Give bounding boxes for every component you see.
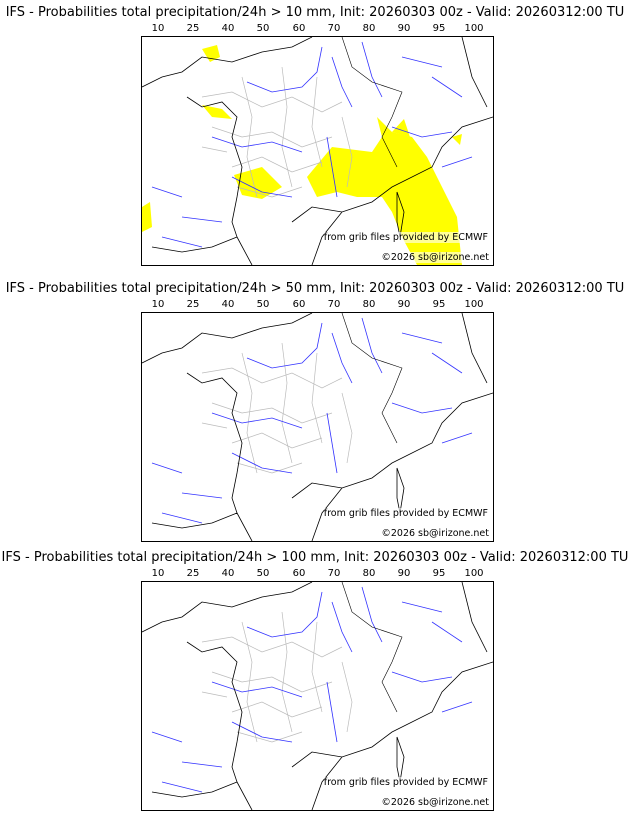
precip-area: [307, 117, 462, 265]
colorbar-tick-label: 80: [362, 23, 376, 34]
colorbar-tick-label: 25: [186, 568, 200, 579]
copyright-credit: ©2026 sb@irizone.net: [381, 252, 489, 263]
source-credit: from grib files provided by ECMWF: [323, 777, 488, 788]
rivers: [151, 41, 473, 248]
precip-area: [452, 134, 462, 145]
colorbar-tick-label: 90: [397, 23, 411, 34]
colorbar-tick-label: 70: [327, 568, 341, 579]
admin-borders: [201, 342, 353, 474]
colorbar-tick-label: 25: [186, 299, 200, 310]
colorbar-tick-label: 50: [256, 23, 270, 34]
precip-area: [202, 45, 220, 62]
colorbar-tick-label: 50: [256, 299, 270, 310]
precip-area: [234, 167, 282, 199]
probability-map: from grib files provided by ECMWF ©2026 …: [141, 36, 494, 266]
copyright-credit: ©2026 sb@irizone.net: [381, 797, 489, 808]
colorbar-tick-label: 90: [397, 568, 411, 579]
colorbar-tick-label: 70: [327, 299, 341, 310]
precip-area: [142, 202, 152, 232]
precip-area: [392, 119, 410, 137]
colorbar-ticks: 10 25 40 50 60 70 80 90 95 100: [152, 23, 484, 35]
colorbar-tick-label: 40: [221, 23, 235, 34]
precip-area: [202, 105, 232, 119]
colorbar-tick-label: 60: [292, 299, 306, 310]
admin-borders: [201, 66, 353, 198]
colorbar-tick-label: 25: [186, 23, 200, 34]
colorbar-ticks: 10 25 40 50 60 70 80 90 95 100: [152, 568, 484, 580]
colorbar-tick-label: 95: [432, 299, 446, 310]
colorbar-tick-label: 40: [221, 568, 235, 579]
copyright-credit: ©2026 sb@irizone.net: [381, 528, 489, 539]
forecast-panel: IFS - Probabilities total precipitation/…: [0, 5, 630, 275]
source-credit: from grib files provided by ECMWF: [323, 508, 488, 519]
colorbar-tick-label: 40: [221, 299, 235, 310]
admin-borders: [201, 611, 353, 743]
rivers: [151, 586, 473, 793]
panel-title: IFS - Probabilities total precipitation/…: [1, 550, 629, 565]
colorbar-tick-label: 70: [327, 23, 341, 34]
rivers: [151, 317, 473, 524]
colorbar-tick-label: 100: [464, 23, 484, 34]
probability-map: from grib files provided by ECMWF ©2026 …: [141, 312, 494, 542]
colorbar-tick-label: 100: [464, 568, 484, 579]
colorbar-tick-label: 10: [151, 568, 165, 579]
forecast-panel: IFS - Probabilities total precipitation/…: [0, 550, 630, 820]
map-drawing: [142, 313, 493, 541]
colorbar-tick-label: 60: [292, 23, 306, 34]
map-drawing: [142, 37, 493, 265]
probability-map: from grib files provided by ECMWF ©2026 …: [141, 581, 494, 811]
colorbar-tick-label: 100: [464, 299, 484, 310]
colorbar-tick-label: 60: [292, 568, 306, 579]
forecast-panel: IFS - Probabilities total precipitation/…: [0, 281, 630, 551]
colorbar-tick-label: 95: [432, 23, 446, 34]
colorbar-tick-label: 95: [432, 568, 446, 579]
colorbar-tick-label: 80: [362, 299, 376, 310]
panel-title: IFS - Probabilities total precipitation/…: [5, 5, 625, 20]
colorbar-tick-label: 10: [151, 299, 165, 310]
colorbar-tick-label: 10: [151, 23, 165, 34]
colorbar-ticks: 10 25 40 50 60 70 80 90 95 100: [152, 299, 484, 311]
precip-areas: [142, 45, 462, 265]
panel-title: IFS - Probabilities total precipitation/…: [5, 281, 625, 296]
source-credit: from grib files provided by ECMWF: [323, 232, 488, 243]
colorbar-tick-label: 50: [256, 568, 270, 579]
colorbar-tick-label: 90: [397, 299, 411, 310]
map-drawing: [142, 582, 493, 810]
colorbar-tick-label: 80: [362, 568, 376, 579]
